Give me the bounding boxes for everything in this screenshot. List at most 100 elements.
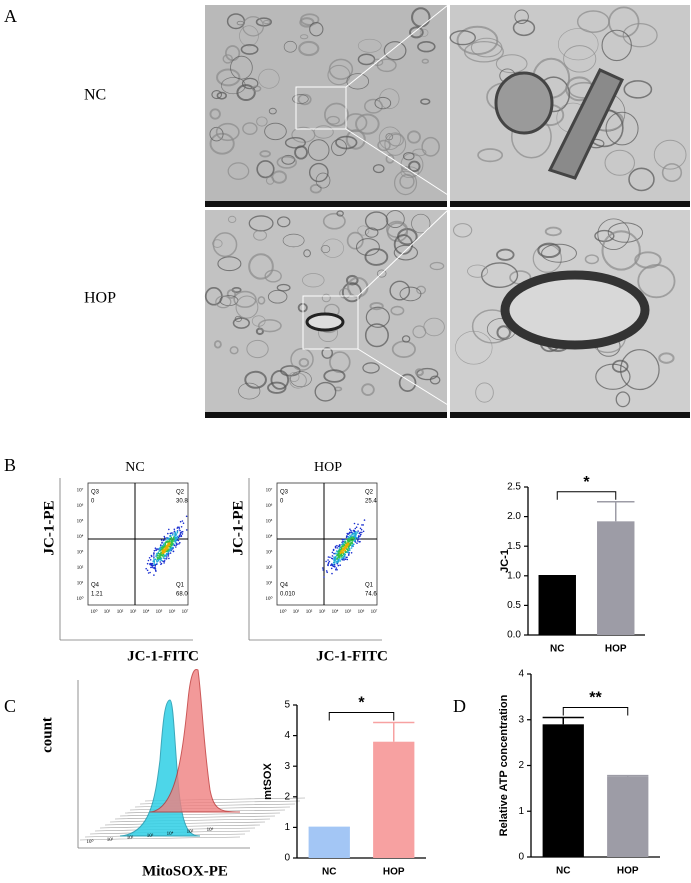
flow-tick: 10⁶ xyxy=(77,503,84,509)
texture xyxy=(264,122,287,141)
row-label: HOP xyxy=(84,290,116,307)
y-axis-label: mtSOX xyxy=(262,763,274,800)
event-dot xyxy=(166,548,169,550)
histogram-tick: 10² xyxy=(127,835,134,841)
event-dot xyxy=(181,530,184,533)
histogram-tick: 10³ xyxy=(147,833,154,839)
event-dot xyxy=(341,538,344,541)
event-dot xyxy=(151,562,154,565)
texture xyxy=(292,94,309,104)
event-dot xyxy=(176,527,179,529)
event-dot xyxy=(361,524,363,526)
event-dot xyxy=(347,539,350,541)
event-dot xyxy=(168,542,170,544)
texture xyxy=(653,139,687,170)
texture xyxy=(406,130,421,144)
event-dot xyxy=(348,540,350,543)
texture xyxy=(230,55,253,80)
texture xyxy=(372,164,385,174)
event-dot xyxy=(176,531,179,534)
texture xyxy=(212,239,223,248)
texture xyxy=(604,149,636,176)
flow-tick: 10⁷ xyxy=(182,609,189,615)
event-dot xyxy=(331,572,333,575)
event-dot xyxy=(343,553,346,556)
event-dot xyxy=(169,552,172,554)
texture xyxy=(365,306,390,328)
event-dot xyxy=(175,546,177,548)
event-dot xyxy=(160,557,163,560)
event-dot xyxy=(159,544,162,546)
axis-label: JC-1-FITC xyxy=(316,648,388,664)
event-dot xyxy=(342,540,344,543)
event-dot xyxy=(351,539,354,541)
flow-tick: 10² xyxy=(117,609,124,615)
event-dot xyxy=(340,558,343,560)
texture xyxy=(379,88,400,110)
texture xyxy=(216,91,227,100)
texture xyxy=(495,54,528,74)
texture xyxy=(256,116,268,127)
histogram-hop xyxy=(149,668,241,813)
texture xyxy=(289,372,307,389)
texture xyxy=(419,28,429,37)
event-dot xyxy=(164,558,166,560)
texture xyxy=(309,183,322,194)
y-tick-label: 2.0 xyxy=(507,511,521,522)
event-dot xyxy=(168,528,170,531)
texture xyxy=(238,382,261,400)
axis-label: count xyxy=(39,717,55,753)
texture xyxy=(211,90,223,100)
flow-tick: 10⁰ xyxy=(265,596,272,602)
event-dot xyxy=(175,538,178,540)
event-dot xyxy=(327,556,330,558)
event-dot xyxy=(358,541,361,543)
event-dot xyxy=(359,533,362,536)
texture xyxy=(346,73,370,90)
texture xyxy=(421,136,440,157)
event-dot xyxy=(344,558,347,560)
event-dot xyxy=(338,549,341,551)
texture xyxy=(420,98,431,105)
event-dot xyxy=(171,542,174,545)
event-dot xyxy=(321,567,324,569)
texture xyxy=(601,29,632,62)
mitochondrion xyxy=(305,312,345,332)
texture xyxy=(290,347,314,371)
event-dot xyxy=(162,555,164,558)
texture xyxy=(335,135,358,150)
y-tick-label: 1.0 xyxy=(507,570,521,581)
y-tick-label: 2 xyxy=(284,791,290,802)
event-dot xyxy=(163,542,165,544)
event-dot xyxy=(157,559,160,562)
texture xyxy=(514,9,529,24)
texture xyxy=(605,111,639,146)
zoom-box xyxy=(302,295,359,350)
bar xyxy=(542,724,584,857)
texture xyxy=(257,296,266,305)
event-dot xyxy=(149,563,151,565)
texture xyxy=(209,108,221,120)
texture xyxy=(331,139,347,156)
scale-strip xyxy=(205,201,447,207)
texture xyxy=(227,162,250,180)
texture xyxy=(378,126,402,150)
event-dot xyxy=(362,524,365,526)
event-dot xyxy=(180,534,182,537)
texture xyxy=(361,383,375,396)
texture xyxy=(299,34,309,40)
texture xyxy=(403,152,415,161)
event-dot xyxy=(351,535,353,537)
event-dot xyxy=(178,543,180,545)
event-dot xyxy=(160,552,162,554)
event-dot xyxy=(342,546,344,548)
event-dot xyxy=(171,546,174,549)
texture xyxy=(290,371,312,388)
plot-title: NC xyxy=(125,460,144,475)
quadrant-name: Q3 xyxy=(91,490,100,496)
y-tick-label: 0.5 xyxy=(507,600,521,611)
event-dot xyxy=(357,538,359,541)
panel-label: C xyxy=(4,696,16,716)
event-dot xyxy=(342,543,344,545)
texture xyxy=(408,160,421,173)
